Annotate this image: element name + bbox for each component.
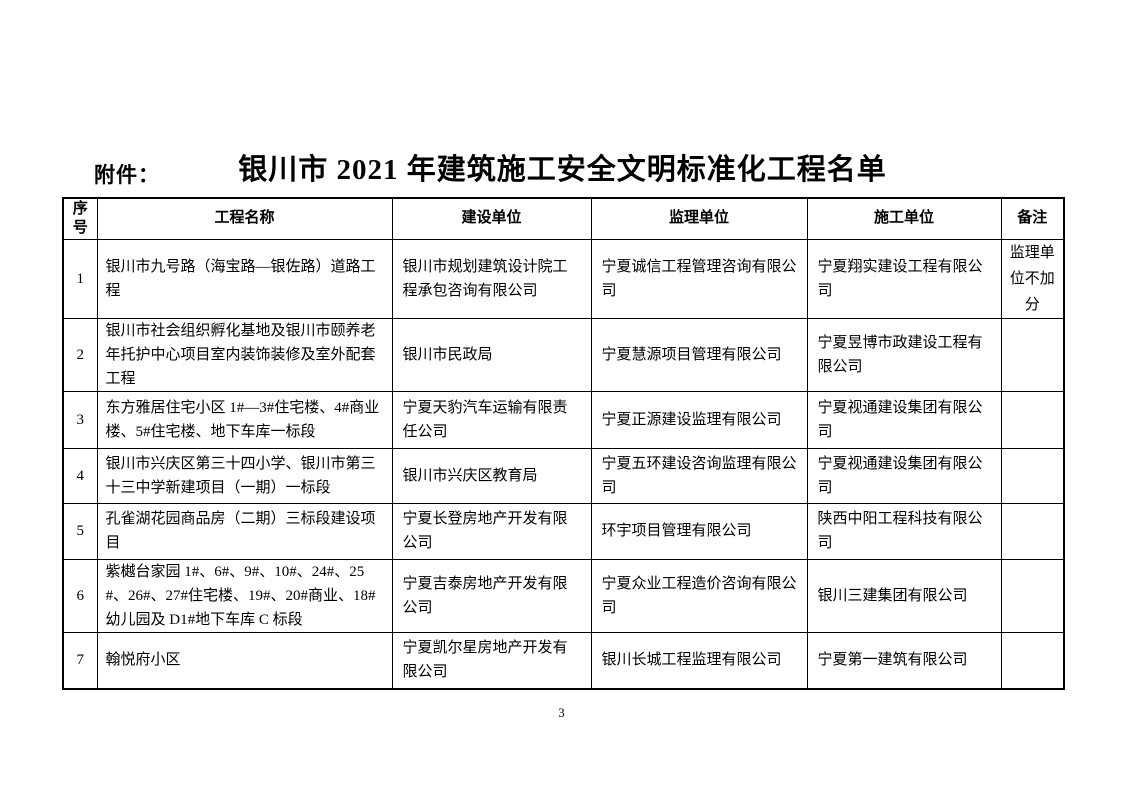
cell-construction-unit: 宁夏长登房地产开发有限公司 <box>391 502 592 560</box>
cell-project-name: 翰悦府小区 <box>96 631 393 690</box>
header-remark: 备注 <box>1000 197 1065 240</box>
cell-supervision-unit: 银川长城工程监理有限公司 <box>590 631 808 690</box>
cell-construction-unit: 银川市兴庆区教育局 <box>391 447 592 504</box>
cell-project-name: 东方雅居住宅小区 1#—3#住宅楼、4#商业楼、5#住宅楼、地下车库一标段 <box>96 390 393 449</box>
cell-project-name: 银川市社会组织孵化基地及银川市颐养老年托护中心项目室内装饰装修及室外配套工程 <box>96 317 393 392</box>
cell-construction-unit: 银川市民政局 <box>391 317 592 392</box>
cell-construction-unit: 银川市规划建筑设计院工程承包咨询有限公司 <box>391 238 592 319</box>
attachment-label: 附件： <box>94 163 160 187</box>
cell-contractor-unit: 宁夏视通建设集团有限公司 <box>806 447 1002 504</box>
cell-seq: 5 <box>62 502 98 560</box>
cell-remark <box>1000 631 1065 690</box>
table-row: 5 孔雀湖花园商品房（二期）三标段建设项目 宁夏长登房地产开发有限公司 环宇项目… <box>62 502 1065 560</box>
cell-supervision-unit: 宁夏诚信工程管理咨询有限公司 <box>590 238 808 319</box>
cell-seq: 3 <box>62 390 98 449</box>
cell-contractor-unit: 宁夏第一建筑有限公司 <box>806 631 1002 690</box>
cell-construction-unit: 宁夏凯尔星房地产开发有限公司 <box>391 631 592 690</box>
table-row: 1 银川市九号路（海宝路—银佐路）道路工程 银川市规划建筑设计院工程承包咨询有限… <box>62 238 1065 319</box>
table-row: 6 紫樾台家园 1#、6#、9#、10#、24#、25#、26#、27#住宅楼、… <box>62 558 1065 633</box>
cell-project-name: 银川市九号路（海宝路—银佐路）道路工程 <box>96 238 393 319</box>
cell-remark <box>1000 558 1065 633</box>
table-body: 1 银川市九号路（海宝路—银佐路）道路工程 银川市规划建筑设计院工程承包咨询有限… <box>62 238 1065 690</box>
table-row: 4 银川市兴庆区第三十四小学、银川市第三十三中学新建项目（一期）一标段 银川市兴… <box>62 447 1065 504</box>
header-supervision-unit: 监理单位 <box>590 197 808 240</box>
header-project-name: 工程名称 <box>96 197 393 240</box>
cell-construction-unit: 宁夏吉泰房地产开发有限公司 <box>391 558 592 633</box>
page-title: 银川市 2021 年建筑施工安全文明标准化工程名单 <box>238 154 887 186</box>
header-seq: 序号 <box>62 197 98 240</box>
cell-project-name: 孔雀湖花园商品房（二期）三标段建设项目 <box>96 502 393 560</box>
cell-remark <box>1000 502 1065 560</box>
cell-contractor-unit: 宁夏昱博市政建设工程有限公司 <box>806 317 1002 392</box>
projects-table: 序号 工程名称 建设单位 监理单位 施工单位 备注 1 银川市九号路（海宝路—银… <box>62 197 1065 690</box>
cell-remark <box>1000 447 1065 504</box>
cell-supervision-unit: 宁夏五环建设咨询监理有限公司 <box>590 447 808 504</box>
header-contractor-unit: 施工单位 <box>806 197 1002 240</box>
cell-contractor-unit: 宁夏视通建设集团有限公司 <box>806 390 1002 449</box>
header-construction-unit: 建设单位 <box>391 197 592 240</box>
cell-supervision-unit: 环宇项目管理有限公司 <box>590 502 808 560</box>
cell-supervision-unit: 宁夏众业工程造价咨询有限公司 <box>590 558 808 633</box>
cell-contractor-unit: 银川三建集团有限公司 <box>806 558 1002 633</box>
cell-seq: 7 <box>62 631 98 690</box>
table-header-row: 序号 工程名称 建设单位 监理单位 施工单位 备注 <box>62 197 1065 240</box>
cell-seq: 1 <box>62 238 98 319</box>
cell-contractor-unit: 陕西中阳工程科技有限公司 <box>806 502 1002 560</box>
table-row: 7 翰悦府小区 宁夏凯尔星房地产开发有限公司 银川长城工程监理有限公司 宁夏第一… <box>62 631 1065 690</box>
title-block: 附件： 银川市 2021 年建筑施工安全文明标准化工程名单 <box>62 148 1063 194</box>
cell-project-name: 银川市兴庆区第三十四小学、银川市第三十三中学新建项目（一期）一标段 <box>96 447 393 504</box>
cell-project-name: 紫樾台家园 1#、6#、9#、10#、24#、25#、26#、27#住宅楼、19… <box>96 558 393 633</box>
cell-seq: 2 <box>62 317 98 392</box>
cell-seq: 4 <box>62 447 98 504</box>
cell-supervision-unit: 宁夏正源建设监理有限公司 <box>590 390 808 449</box>
cell-supervision-unit: 宁夏慧源项目管理有限公司 <box>590 317 808 392</box>
table-row: 3 东方雅居住宅小区 1#—3#住宅楼、4#商业楼、5#住宅楼、地下车库一标段 … <box>62 390 1065 449</box>
cell-seq: 6 <box>62 558 98 633</box>
cell-construction-unit: 宁夏天豹汽车运输有限责任公司 <box>391 390 592 449</box>
cell-remark: 监理单位不加分 <box>1000 238 1065 319</box>
table-row: 2 银川市社会组织孵化基地及银川市颐养老年托护中心项目室内装饰装修及室外配套工程… <box>62 317 1065 392</box>
page-number: 3 <box>558 705 565 720</box>
cell-contractor-unit: 宁夏翔实建设工程有限公司 <box>806 238 1002 319</box>
cell-remark <box>1000 317 1065 392</box>
cell-remark <box>1000 390 1065 449</box>
